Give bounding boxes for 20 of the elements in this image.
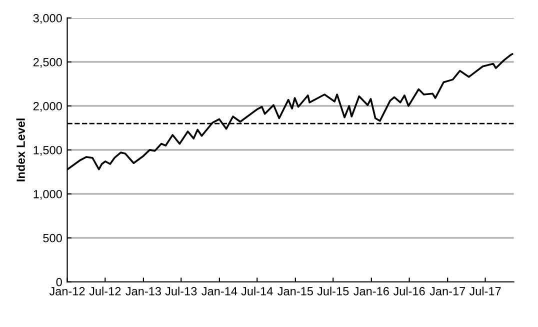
y-tick-label: 2,500 [33,58,62,68]
x-tick-label: Jul-14 [241,286,273,296]
y-tick-label: 500 [43,234,62,242]
x-tick-label: Jan-15 [278,287,313,296]
x-tick-label: Jan-13 [126,287,161,296]
y-tick-label: 1,500 [34,146,62,156]
x-tick-label: Jul-17 [469,286,501,296]
x-tick-label: Jan-14 [202,287,238,296]
x-tick-label: Jan-17 [430,287,466,296]
y-axis-title: Index Level [16,118,25,182]
x-tick-label: Jul-16 [393,286,425,296]
x-tick-label: Jul-12 [89,286,121,296]
y-tick-label: 1,000 [34,190,62,200]
x-tick-label: Jul-15 [317,286,349,296]
y-tick-label: 2,000 [33,102,62,112]
x-tick-label: Jan-12 [49,287,85,296]
y-tick-label: 0 [56,278,62,286]
x-tick-label: Jan-16 [354,287,389,296]
y-tick-label: 3,000 [33,14,62,24]
x-tick-label: Jul-13 [165,286,197,296]
